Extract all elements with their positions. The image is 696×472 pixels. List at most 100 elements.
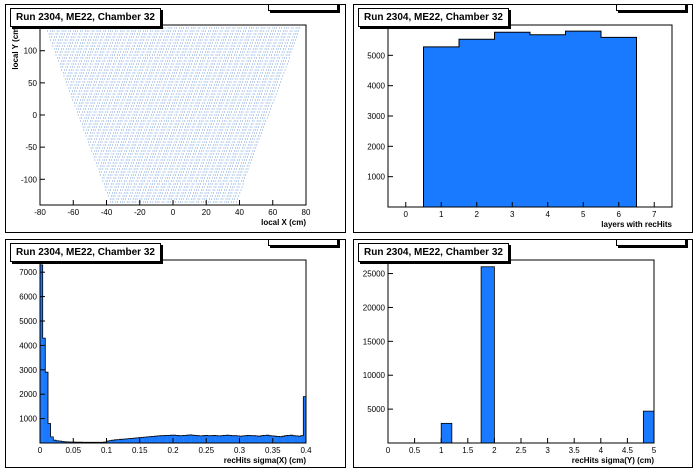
y-tick-label: 2000	[367, 142, 385, 151]
x-tick-label: 5	[581, 210, 586, 219]
bar-layer-2	[459, 39, 495, 207]
x-tick-label: 20	[202, 208, 211, 217]
y-tick-label: 3000	[19, 366, 37, 375]
x-tick-label: 0.5	[409, 446, 421, 455]
pad-layers: 01234567100020003000400050006000layers w…	[353, 4, 693, 233]
bar-sigma-x-bin	[40, 264, 43, 443]
bar-sigma-x-bin	[290, 435, 293, 443]
bar-sigma-x-bin	[210, 435, 214, 443]
bar-layer-1	[423, 46, 459, 208]
x-tick-label: -40	[101, 208, 113, 217]
y-tick-label: 2000	[19, 390, 37, 399]
bar-sigma-x-bin	[255, 435, 259, 443]
pad-sigma-x: 0 0.05 0.1 0.15 0.2 0.25 0.3 0.35 0.4 1000 2000 300…	[5, 239, 346, 468]
bar-sigma-x-bin	[63, 441, 67, 443]
bar-sigma-x-bin	[250, 435, 253, 443]
bar-sigma-x-bin	[295, 435, 299, 443]
bar-sigma-x-bin	[202, 435, 206, 443]
bar-sigma-x-bin	[61, 441, 65, 443]
bar-sigma-x-bin	[175, 435, 179, 443]
y-tick-label: 15000	[363, 337, 386, 346]
bar-sigma-x-bin	[282, 436, 285, 443]
bar-sigma-x-bin	[236, 435, 240, 443]
bar-layer-4	[530, 34, 566, 207]
bar-sigma-x-bin	[186, 435, 190, 443]
bar-sigma-x-bin	[212, 435, 216, 443]
bar-sigma-x-bin	[106, 441, 110, 443]
bar-sigma-x-bin	[170, 435, 174, 443]
bar-sigma-x-bin	[135, 437, 139, 443]
bar-layer-5	[565, 31, 601, 207]
y-tick-label: -50	[25, 143, 37, 152]
bar-sigma-x-bin	[114, 439, 118, 443]
y-tick-label: 100	[24, 47, 38, 56]
bar-sigma-x-bin	[159, 435, 163, 443]
bar-sigma-x-bin	[109, 440, 113, 443]
y-tick-label: -100	[21, 175, 38, 184]
x-tick-label: -80	[34, 208, 46, 217]
histogram-outline	[423, 30, 637, 207]
bar-sigma-x-bin	[151, 436, 155, 443]
pad-local-xy: -80 -60 -40 -20 0 20 40 60 80 -100 -50 0 50 100 local …	[5, 4, 346, 233]
x-tick-label: 3	[510, 210, 515, 219]
bar-sigma-y-2	[642, 410, 655, 444]
plot-frame	[387, 259, 655, 444]
scatter-points	[44, 24, 302, 206]
x-tick-label: 4	[546, 210, 551, 219]
bar-sigma-x-bin	[268, 435, 272, 443]
bar-sigma-x-bin	[244, 435, 248, 443]
bar-sigma-x-bin	[58, 441, 62, 443]
bar-sigma-x-bin	[47, 423, 51, 443]
bar-sigma-x-bin	[258, 436, 261, 443]
y-tick-label: 4000	[367, 82, 385, 91]
bar-sigma-x-bin	[66, 441, 70, 443]
bar-layer-3	[494, 32, 530, 207]
bar-sigma-x-bin	[194, 435, 198, 443]
bar-sigma-x-bin	[260, 435, 264, 443]
bar-sigma-x-bin	[122, 439, 126, 443]
bar-sigma-x-bin	[149, 436, 152, 443]
bar-sigma-x-bin	[300, 435, 304, 443]
x-tick-label: 5	[652, 446, 657, 455]
bar-sigma-x-bin	[130, 438, 134, 443]
bar-sigma-x-bin	[215, 435, 219, 443]
x-tick-label: 3.5	[569, 446, 581, 455]
bar-sigma-x-bin	[111, 440, 115, 443]
bar-sigma-x-bin	[143, 437, 147, 443]
y-tick-label: 50	[28, 79, 37, 88]
bar-sigma-x-bin	[183, 435, 187, 443]
bar-sigma-x-bin	[125, 438, 128, 443]
bar-sigma-x-bin	[274, 436, 277, 443]
bar-sigma-x-bin	[252, 435, 256, 443]
stats-box	[616, 5, 686, 11]
x-tick-label: -20	[134, 208, 146, 217]
bar-sigma-x-bin	[173, 435, 176, 443]
bar-sigma-x-bin	[42, 338, 46, 443]
x-tick-label: -60	[67, 208, 79, 217]
x-tick-label: 2.5	[515, 446, 527, 455]
bar-sigma-x-bin	[157, 435, 160, 443]
x-tick-label: 0	[38, 446, 43, 455]
bar-sigma-x-bin	[207, 435, 211, 443]
y-tick-label: 3000	[367, 112, 385, 121]
x-tick-label: 0	[404, 210, 409, 219]
bar-sigma-x-bin	[287, 435, 291, 443]
bars	[39, 264, 307, 443]
x-tick-label: 6	[617, 210, 622, 219]
bar-sigma-y-0	[440, 422, 453, 444]
y-tick-label: 25000	[363, 270, 386, 279]
scatter-point-cloud	[44, 24, 302, 206]
bar-sigma-x-bin	[292, 435, 296, 443]
x-tick-label: 2	[492, 446, 497, 455]
chart-layers-with-rechits: 01234567100020003000400050006000layers w…	[367, 21, 672, 229]
histogram-outline	[39, 264, 307, 443]
bar-sigma-x-bin	[231, 435, 235, 443]
y-tick-label: 5000	[367, 51, 385, 60]
pad-title: Run 2304, ME22, Chamber 32	[10, 243, 161, 262]
plot-frame	[39, 259, 307, 444]
bar-sigma-x-bin	[165, 435, 168, 443]
x-tick-label: 40	[235, 208, 244, 217]
chart-sigma-x: 0 0.05 0.1 0.15 0.2 0.25 0.3 0.35 0.4 1000 2000 300…	[19, 259, 312, 465]
chart-sigma-y: 0 0.5 1 1.5 2 2.5 3 3.5 4 4.5 5 5000 10000 15000 20000…	[363, 259, 657, 465]
bar-sigma-x-bin	[117, 439, 120, 443]
